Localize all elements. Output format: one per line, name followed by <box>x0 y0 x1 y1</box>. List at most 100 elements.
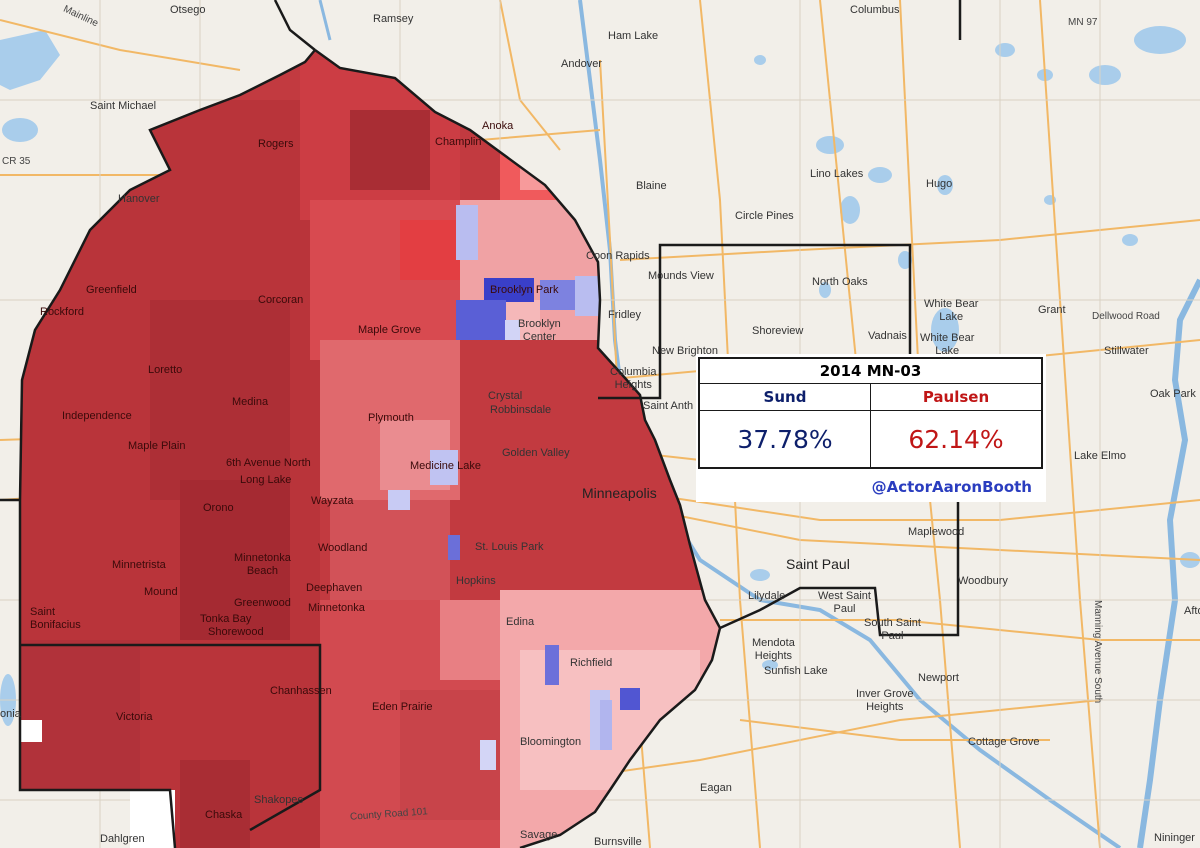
place-label: Loretto <box>148 364 183 376</box>
place-label: Saint Paul <box>786 556 850 572</box>
place-label: Minneapolis <box>582 485 657 501</box>
place-label: Medicine Lake <box>410 460 481 472</box>
place-label: Minnetrista <box>112 559 166 571</box>
results-table: 2014 MN-03 Sund Paulsen 37.78% 62.14% <box>698 357 1043 469</box>
place-label: Inver Grove Heights <box>856 688 914 713</box>
place-label: Maple Grove <box>358 324 421 336</box>
place-label: Bloomington <box>520 736 582 748</box>
place-label: Andover <box>561 58 602 70</box>
place-label: Golden Valley <box>502 447 570 459</box>
place-label: South Saint Paul <box>864 617 921 642</box>
place-label: Dahlgren <box>100 833 145 845</box>
place-label: Saint Michael <box>90 100 157 112</box>
place-label: Wayzata <box>311 495 354 507</box>
place-label: Rockford <box>40 306 85 318</box>
place-label: Tonka Bay <box>200 613 252 625</box>
place-label: Otsego <box>170 4 206 16</box>
place-label: Brooklyn Center <box>518 318 561 343</box>
district-boundaries <box>0 0 962 848</box>
place-label: Newport <box>918 672 959 684</box>
place-label: Afton <box>1184 605 1200 617</box>
dem-precincts <box>388 205 640 770</box>
road-label: Manning Avenue South <box>1092 600 1103 704</box>
place-label: Nininger <box>1154 832 1195 844</box>
place-label: Fridley <box>608 309 642 321</box>
place-label: Eden Prairie <box>372 701 433 713</box>
place-label: Lino Lakes <box>810 168 864 180</box>
rep-candidate-name: Paulsen <box>870 383 1043 411</box>
place-label: Woodland <box>318 542 368 554</box>
place-label: Orono <box>203 502 234 514</box>
place-label: Deephaven <box>306 582 363 594</box>
place-label: Hugo <box>926 178 953 190</box>
place-label: Mound <box>144 586 178 598</box>
dem-candidate-name: Sund <box>698 383 871 411</box>
place-label: Champlin <box>435 136 482 148</box>
place-label: Mounds View <box>648 270 714 282</box>
place-label: Minnetonka Beach <box>234 552 291 577</box>
place-label: Rogers <box>258 138 294 150</box>
place-label: Brooklyn Park <box>490 284 559 296</box>
place-label: Richfield <box>570 657 613 669</box>
place-label: Shorewood <box>208 626 264 638</box>
place-label: Victoria <box>116 711 153 723</box>
place-label: White Bear Lake <box>924 298 979 323</box>
place-label: Columbus <box>850 4 900 16</box>
place-label: Woodbury <box>958 575 1008 587</box>
rep-vote-share: 62.14% <box>870 410 1043 469</box>
place-label: West Saint Paul <box>818 590 871 615</box>
place-label: Coon Rapids <box>586 250 650 262</box>
place-label: Savage <box>520 829 558 841</box>
place-label: Greenfield <box>86 284 137 296</box>
place-label: Independence <box>62 410 132 422</box>
place-label: Anoka <box>482 120 514 132</box>
place-label: Ramsey <box>373 13 414 25</box>
place-label: Sunfish Lake <box>764 665 828 677</box>
place-label: Hopkins <box>456 575 496 587</box>
place-label: North Oaks <box>812 276 868 288</box>
place-label: Hanover <box>118 193 160 205</box>
place-label: Columbia Heights <box>610 366 657 391</box>
place-label: Ham Lake <box>608 30 659 42</box>
place-label: Lake Elmo <box>1074 450 1126 462</box>
results-panel: 2014 MN-03 Sund Paulsen 37.78% 62.14% @A… <box>696 354 1046 502</box>
place-label: Lilydale <box>748 590 786 602</box>
place-label: Saint Anth <box>643 400 694 412</box>
place-label: Saint Bonifacius <box>30 606 81 631</box>
river-features <box>318 0 1200 848</box>
place-label: Corcoran <box>258 294 304 306</box>
place-label: Shoreview <box>752 325 804 337</box>
place-label: Oak Park <box>1150 388 1196 400</box>
unincorporated-gap <box>130 790 175 848</box>
place-label: Chanhassen <box>270 685 332 697</box>
place-label: Plymouth <box>368 412 414 424</box>
author-credit: @ActorAaronBooth <box>871 478 1032 496</box>
place-label: Minnetonka <box>308 602 365 614</box>
road-label: Dellwood Road <box>1092 311 1160 322</box>
place-label: Vadnais <box>868 330 907 342</box>
place-label: St. Louis Park <box>475 541 544 553</box>
place-label: onia <box>0 708 21 720</box>
place-label: Mendota Heights <box>752 637 795 662</box>
place-label: Long Lake <box>240 474 292 486</box>
place-label: Maple Plain <box>128 440 186 452</box>
place-label: 6th Avenue North <box>226 457 311 469</box>
place-label: Grant <box>1038 304 1066 316</box>
results-title: 2014 MN-03 <box>698 357 1043 384</box>
place-label: Edina <box>506 616 535 628</box>
place-label: Circle Pines <box>735 210 794 222</box>
place-label: Shakopee <box>254 794 304 806</box>
place-label: Cottage Grove <box>968 736 1040 748</box>
place-label: White Bear Lake <box>920 332 975 357</box>
place-label: Burnsville <box>594 836 642 848</box>
place-label: Stillwater <box>1104 345 1149 357</box>
place-label: Eagan <box>700 782 732 794</box>
unincorporated-gap <box>20 720 42 742</box>
place-label: Crystal <box>488 390 523 402</box>
place-label: Greenwood <box>234 597 291 609</box>
place-label: Blaine <box>636 180 667 192</box>
road-label: MN 97 <box>1068 17 1098 28</box>
place-label: Robbinsdale <box>490 404 552 416</box>
